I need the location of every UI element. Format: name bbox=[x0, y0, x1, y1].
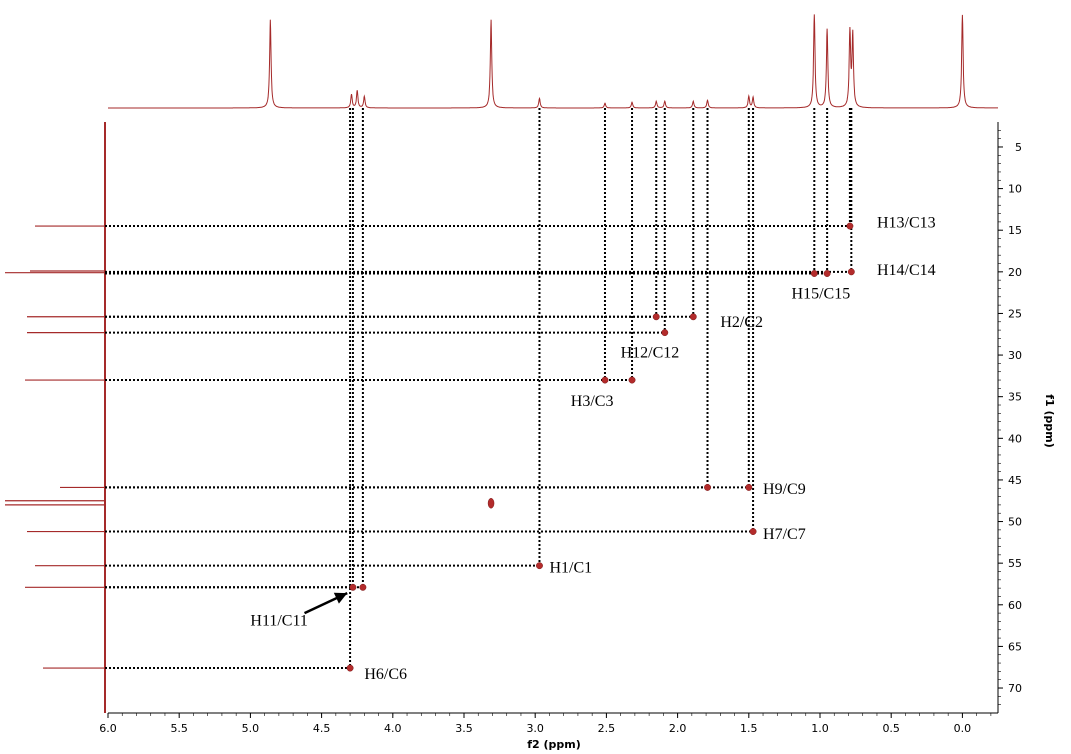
peak-label: H15/C15 bbox=[792, 285, 851, 302]
cross-peak bbox=[359, 583, 367, 591]
cross-peak bbox=[745, 483, 753, 491]
cross-peak bbox=[749, 528, 757, 535]
f1-projection-spectrum bbox=[5, 122, 106, 713]
x-tick-label: 0.5 bbox=[882, 722, 900, 735]
x-tick-label: 1.0 bbox=[811, 722, 829, 735]
y-tick-label: 10 bbox=[1008, 183, 1022, 196]
y-tick-label: 35 bbox=[1008, 391, 1022, 404]
peak-labels: H13/C13 H14/C14 H15/C15 H2/C2 H12/C12 H3/C3 H9… bbox=[250, 215, 935, 683]
y-tick-label: 20 bbox=[1008, 266, 1022, 279]
y-tick-label: 5 bbox=[1015, 141, 1022, 154]
x-tick-label: 3.5 bbox=[455, 722, 473, 735]
cross-peak bbox=[349, 583, 357, 591]
x-tick-label: 3.0 bbox=[526, 722, 544, 735]
arrow-head bbox=[333, 592, 348, 604]
peak-label: H7/C7 bbox=[763, 526, 806, 543]
peak-label: H3/C3 bbox=[571, 393, 614, 410]
peak-label: H14/C14 bbox=[877, 262, 936, 279]
peak-label: H1/C1 bbox=[549, 559, 592, 576]
x-tick-label: 5.0 bbox=[242, 722, 260, 735]
y-tick-label: 50 bbox=[1008, 516, 1022, 529]
x-tick-label: 0.0 bbox=[954, 722, 972, 735]
peak-label: H13/C13 bbox=[877, 215, 936, 232]
f2-projection-spectrum bbox=[108, 14, 998, 109]
cross-peak bbox=[689, 313, 697, 321]
cross-peak bbox=[661, 329, 669, 337]
cross-peak bbox=[810, 270, 818, 277]
y-axis: 5 10 15 20 25 30 35 40 45 50 55 60 65 70 bbox=[998, 130, 1022, 705]
x-tick-label: 4.5 bbox=[313, 722, 331, 735]
cross-peak bbox=[601, 376, 609, 384]
cross-peak bbox=[704, 483, 711, 491]
y-tick-label: 15 bbox=[1008, 224, 1022, 237]
peak-label: H6/C6 bbox=[364, 666, 407, 683]
cross-peak bbox=[487, 497, 495, 509]
y-tick-label: 45 bbox=[1008, 474, 1022, 487]
x-tick-label: 5.5 bbox=[170, 722, 188, 735]
x-axis: 6.0 5.5 5.0 4.5 4.0 3.5 3.0 2.5 2.0 1.5 1.0 0.5 0.0 bbox=[99, 713, 992, 735]
x-axis-title: f2 (ppm) bbox=[527, 738, 581, 751]
cross-peak bbox=[847, 268, 855, 276]
plot-area bbox=[108, 122, 999, 714]
correlation-guide-lines bbox=[105, 108, 853, 670]
y-tick-label: 55 bbox=[1008, 557, 1022, 570]
peak-label: H12/C12 bbox=[621, 345, 680, 362]
cross-peak bbox=[346, 664, 354, 672]
cross-peak bbox=[846, 222, 854, 230]
x-tick-label: 1.5 bbox=[740, 722, 758, 735]
cross-peaks bbox=[346, 222, 855, 672]
x-tick-label: 2.0 bbox=[669, 722, 687, 735]
y-tick-label: 30 bbox=[1008, 349, 1022, 362]
peak-label: H11/C11 bbox=[250, 613, 307, 630]
x-tick-label: 2.5 bbox=[598, 722, 616, 735]
y-tick-label: 70 bbox=[1008, 682, 1022, 695]
x-tick-label: 6.0 bbox=[99, 722, 117, 735]
cross-peak bbox=[628, 376, 636, 384]
y-tick-label: 60 bbox=[1008, 599, 1022, 612]
cross-peak bbox=[652, 313, 660, 321]
y-tick-label: 25 bbox=[1008, 307, 1022, 320]
y-tick-label: 40 bbox=[1008, 432, 1022, 445]
x-tick-label: 4.0 bbox=[384, 722, 402, 735]
peak-label: H9/C9 bbox=[763, 481, 806, 498]
peak-label: H2/C2 bbox=[720, 314, 763, 331]
f2-projection-trace bbox=[108, 14, 998, 109]
y-tick-label: 65 bbox=[1008, 640, 1022, 653]
cross-peak bbox=[823, 270, 831, 277]
cross-peak bbox=[536, 562, 543, 570]
y-axis-title: f1 (ppm) bbox=[1043, 394, 1056, 448]
